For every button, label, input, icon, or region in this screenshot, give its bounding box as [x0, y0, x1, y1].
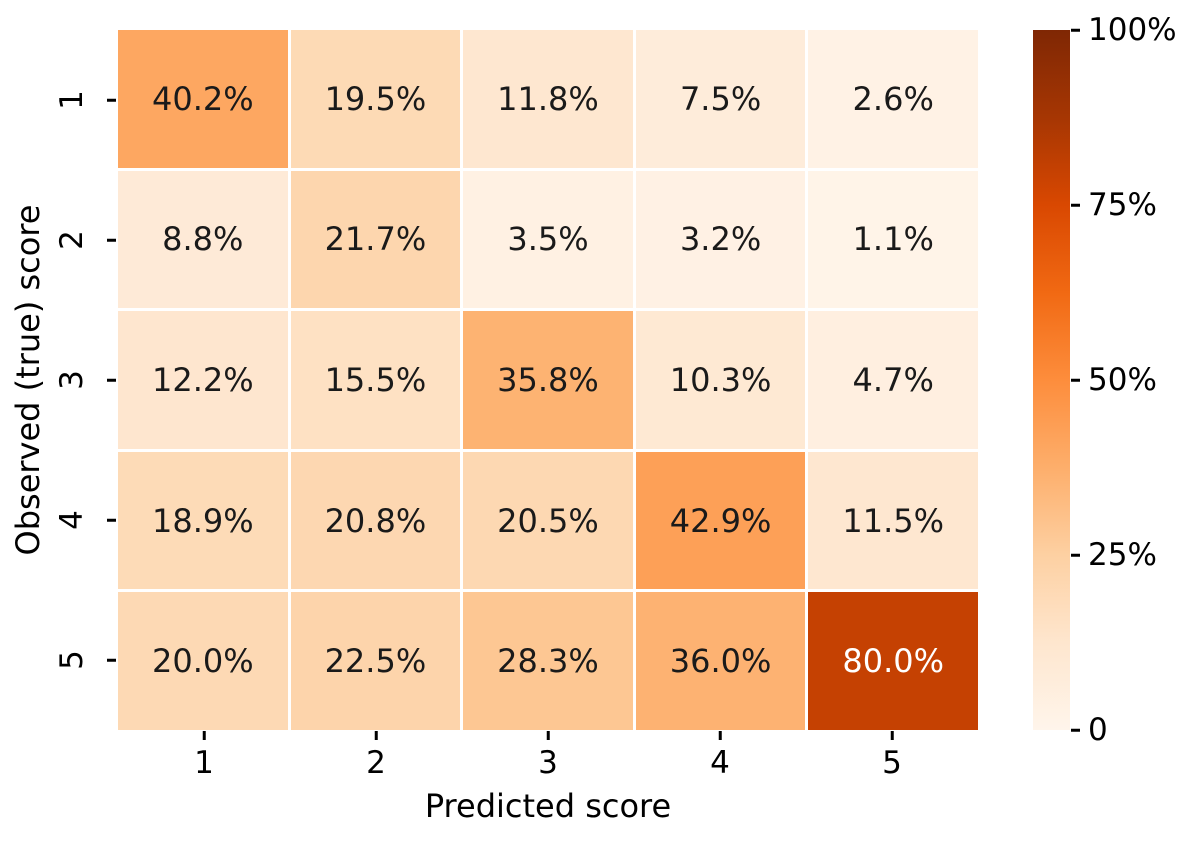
y-tick-label: 1 — [54, 90, 90, 110]
x-tick-mark — [546, 731, 550, 740]
colorbar-tick-label: 100% — [1088, 12, 1177, 48]
cell-value-label: 8.8% — [162, 220, 244, 259]
cell-value-label: 11.5% — [842, 501, 945, 540]
cell-value-label: 10.3% — [669, 360, 772, 399]
colorbar-tick-label: 50% — [1088, 362, 1157, 398]
colorbar-tick-label: 25% — [1088, 537, 1157, 573]
cell-value-label: 80.0% — [842, 642, 945, 681]
cell-value-label: 21.7% — [324, 220, 427, 259]
x-tick-label: 1 — [194, 745, 214, 781]
y-tick-label: 5 — [54, 650, 90, 670]
y-tick-mark — [107, 98, 116, 102]
heatmap-cell: 40.2% — [118, 30, 288, 168]
y-tick-label: 3 — [54, 370, 90, 390]
x-tick-mark — [718, 731, 722, 740]
cell-value-label: 40.2% — [151, 79, 254, 118]
x-axis-label: Predicted score — [424, 787, 672, 825]
heatmap-cell: 2.6% — [808, 30, 978, 168]
y-axis-label: Observed (true) score — [9, 204, 47, 556]
heatmap-cell: 1.1% — [808, 170, 978, 309]
cell-value-label: 15.5% — [324, 360, 427, 399]
cell-value-label: 20.5% — [497, 501, 599, 540]
cell-value-label: 11.8% — [497, 79, 599, 118]
heatmap-cell: 36.0% — [635, 592, 806, 730]
cell-value-label: 12.2% — [151, 360, 254, 399]
cell-value-label: 4.7% — [852, 360, 934, 399]
x-tick-mark — [202, 731, 206, 740]
heatmap-cell: 35.8% — [463, 311, 633, 449]
x-tick-label: 3 — [538, 745, 558, 781]
colorbar-tick-mark — [1071, 728, 1080, 732]
cell-value-label: 3.5% — [507, 220, 589, 259]
y-tick-mark — [107, 518, 116, 522]
cell-value-label: 18.9% — [151, 501, 254, 540]
heatmap-grid: 40.2% 19.5% 11.8% 7.5% 2.6% 8.8% 21.7% 3.5% 3.2%… — [118, 30, 978, 730]
cell-value-label: 20.0% — [151, 642, 254, 681]
heatmap-cell: 28.3% — [463, 592, 633, 730]
x-tick-mark — [374, 731, 378, 740]
cell-value-label: 3.2% — [679, 220, 762, 259]
heatmap-cell: 4.7% — [808, 311, 978, 449]
colorbar-tick-mark — [1071, 378, 1080, 382]
heatmap-cell: 80.0% — [808, 592, 978, 730]
heatmap-cell: 11.8% — [463, 30, 633, 168]
colorbar-tick-label: 75% — [1088, 187, 1157, 223]
heatmap-cell: 22.5% — [290, 592, 461, 730]
colorbar-tick-mark — [1071, 28, 1080, 32]
cell-value-label: 20.8% — [324, 501, 427, 540]
cell-value-label: 19.5% — [324, 79, 427, 118]
y-tick-mark — [107, 658, 116, 662]
heatmap-cell: 8.8% — [118, 170, 288, 309]
x-tick-label: 2 — [366, 745, 386, 781]
heatmap-cell: 21.7% — [290, 170, 461, 309]
y-tick-label: 2 — [54, 230, 90, 250]
heatmap-cell: 20.8% — [290, 451, 461, 590]
heatmap-cell: 42.9% — [635, 451, 806, 590]
heatmap-cell: 3.2% — [635, 170, 806, 309]
heatmap-cell: 3.5% — [463, 170, 633, 309]
heatmap-cell: 20.0% — [118, 592, 288, 730]
x-tick-label: 4 — [710, 745, 730, 781]
cell-value-label: 42.9% — [669, 501, 772, 540]
heatmap-cell: 12.2% — [118, 311, 288, 449]
cell-value-label: 22.5% — [324, 642, 427, 681]
cell-value-label: 36.0% — [669, 642, 772, 681]
colorbar-tick-label: 0 — [1088, 712, 1108, 748]
heatmap-cell: 10.3% — [635, 311, 806, 449]
heatmap-cell: 15.5% — [290, 311, 461, 449]
cell-value-label: 2.6% — [852, 79, 934, 118]
x-tick-label: 5 — [882, 745, 902, 781]
cell-value-label: 1.1% — [852, 220, 934, 259]
heatmap-cell: 18.9% — [118, 451, 288, 590]
y-tick-mark — [107, 238, 116, 242]
heatmap-cell: 7.5% — [635, 30, 806, 168]
cell-value-label: 28.3% — [497, 642, 599, 681]
y-tick-mark — [107, 378, 116, 382]
colorbar-tick-mark — [1071, 553, 1080, 557]
cell-value-label: 35.8% — [497, 360, 599, 399]
cell-value-label: 7.5% — [679, 79, 762, 118]
heatmap-cell: 20.5% — [463, 451, 633, 590]
heatmap-cell: 11.5% — [808, 451, 978, 590]
heatmap-cell: 19.5% — [290, 30, 461, 168]
y-tick-label: 4 — [54, 510, 90, 530]
colorbar-tick-mark — [1071, 203, 1080, 207]
x-tick-mark — [890, 731, 894, 740]
colorbar — [1033, 30, 1070, 730]
